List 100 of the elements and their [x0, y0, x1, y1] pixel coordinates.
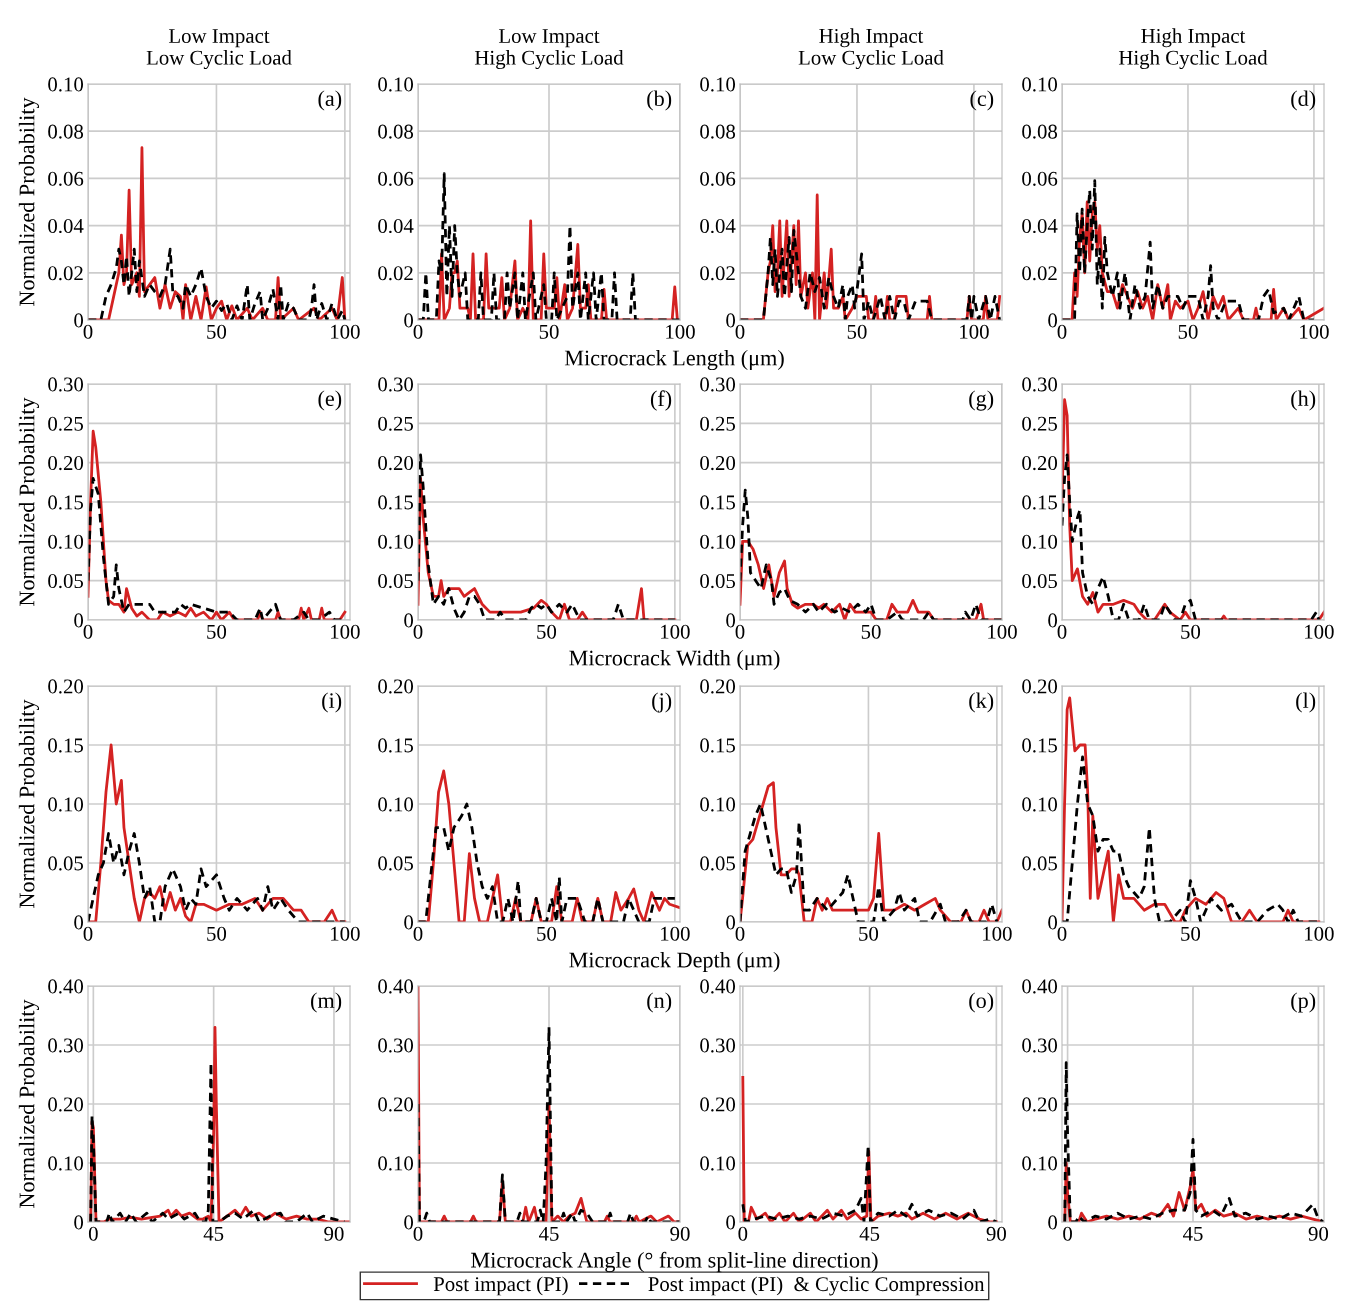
y-tick-label: 0.30 [700, 377, 736, 392]
x-tick-label: 100 [666, 324, 695, 339]
x-tick-label: 45 [538, 1226, 559, 1241]
x-tick-label: 45 [203, 1226, 224, 1241]
annotation: (h) [1291, 390, 1316, 411]
y-tick-label: 0.30 [1022, 1038, 1058, 1053]
y-tick-label: 0.20 [1022, 1097, 1058, 1112]
y-tick-label: 0.40 [700, 979, 736, 994]
y-tick-label: 0.08 [48, 124, 84, 139]
x-tick-label: 50 [207, 324, 227, 339]
y-tick-label: 0.40 [1022, 979, 1058, 994]
y-tick-label: 0.10 [700, 77, 736, 92]
y-tick-label: 0.04 [48, 218, 84, 234]
y-tick-label: 0.20 [700, 456, 736, 471]
y-tick-label: 0 [404, 613, 414, 628]
y-tick-label: 0.10 [48, 77, 84, 92]
x-tick-label: 45 [859, 1226, 880, 1241]
y-tick-label: 0.30 [378, 377, 414, 392]
annotation: (p) [1291, 992, 1316, 1013]
x-tick-label: 50 [1181, 926, 1201, 941]
x-axis-title: Microcrack Width (μm) [569, 649, 780, 671]
y-tick-label: 0.02 [1022, 266, 1057, 281]
y-tick-label: 0.08 [378, 124, 414, 139]
annotation: (e) [318, 390, 342, 411]
y-tick-label: 0.10 [1022, 797, 1058, 812]
y-tick-label: 0.10 [1022, 534, 1058, 549]
y-tick-label: 0 [726, 1215, 736, 1230]
y-tick-label: 0.06 [378, 171, 414, 186]
y-tick-label: 0.20 [48, 456, 84, 471]
y-tick-label: 0.06 [48, 171, 84, 186]
y-axis-title: Normalized Probability [18, 999, 40, 1208]
y-tick-label: 0.15 [378, 495, 414, 510]
x-tick-label: 100 [1305, 926, 1334, 941]
annotation: (f) [650, 390, 672, 411]
y-tick-label: 0.15 [1022, 495, 1058, 510]
y-tick-label: 0.30 [378, 1038, 414, 1053]
annotation: (d) [1291, 90, 1316, 111]
x-tick-label: 50 [861, 624, 881, 639]
y-tick-label: 0.25 [700, 416, 736, 431]
x-tick-label: 100 [331, 624, 360, 639]
y-tick-label: 0.10 [700, 1156, 736, 1171]
y-tick-label: 0.05 [1022, 856, 1058, 871]
y-tick-label: 0.20 [1022, 456, 1058, 471]
y-tick-label: 0.15 [700, 738, 736, 753]
y-tick-label: 0.15 [700, 495, 736, 510]
y-tick-label: 0.10 [378, 797, 414, 812]
y-tick-label: 0.04 [1022, 218, 1058, 234]
x-tick-label: 100 [661, 926, 690, 941]
y-tick-label: 0 [74, 613, 84, 628]
y-tick-label: 0.08 [700, 124, 736, 139]
chart-title: Low Impact High Cyclic Load [474, 29, 624, 70]
x-tick-label: 50 [859, 926, 879, 941]
y-tick-label: 0.30 [1022, 377, 1058, 392]
annotation: (b) [647, 90, 672, 111]
y-tick-label: 0.06 [1022, 171, 1058, 186]
y-tick-label: 0 [1048, 613, 1058, 628]
y-tick-label: 0.05 [700, 574, 736, 589]
y-axis-title: Normalized Probability [18, 97, 40, 306]
annotation: (o) [969, 992, 994, 1013]
y-tick-label: 0 [74, 313, 84, 328]
annotation: (g) [969, 390, 994, 411]
y-tick-label: 0.20 [378, 1097, 414, 1112]
y-tick-label: 0.02 [48, 266, 83, 281]
x-tick-label: 50 [539, 324, 559, 339]
y-tick-label: 0.02 [378, 266, 413, 281]
x-tick-label: 100 [1300, 324, 1329, 339]
y-tick-label: 0.20 [48, 679, 84, 694]
chart-title: Low Impact Low Cyclic Load [146, 29, 292, 70]
legend-label: Post impact (PI) & Cyclic Compression [648, 1276, 985, 1296]
x-tick-label: 100 [331, 926, 360, 941]
x-tick-label: 50 [537, 624, 557, 639]
y-tick-label: 0.20 [1022, 679, 1058, 694]
y-tick-label: 0.25 [378, 416, 414, 431]
y-axis-title: Normalized Probability [18, 397, 40, 606]
x-tick-label: 100 [1305, 624, 1334, 639]
y-tick-label: 0.10 [700, 797, 736, 812]
y-tick-label: 0.20 [700, 1097, 736, 1112]
y-tick-label: 0 [1048, 313, 1058, 328]
y-tick-label: 0.05 [48, 856, 84, 871]
y-tick-label: 0.10 [1022, 77, 1058, 92]
annotation: (k) [969, 692, 994, 713]
x-tick-label: 100 [983, 926, 1012, 941]
x-tick-label: 90 [670, 1226, 690, 1241]
x-tick-label: 45 [1182, 1226, 1203, 1241]
y-tick-label: 0.10 [378, 77, 414, 92]
x-tick-label: 100 [331, 324, 360, 339]
y-tick-label: 0.20 [378, 679, 414, 694]
y-tick-label: 0.10 [378, 1156, 414, 1171]
y-tick-label: 0.04 [700, 218, 736, 234]
x-tick-label: 100 [988, 624, 1017, 639]
y-tick-label: 0.04 [378, 218, 414, 234]
y-tick-label: 0.05 [48, 574, 84, 589]
annotation: (m) [311, 992, 342, 1013]
x-tick-label: 50 [1181, 624, 1201, 639]
y-tick-label: 0.20 [48, 1097, 84, 1112]
x-axis-title: Microcrack Angle (° from split-line direction) [471, 1251, 878, 1273]
x-axis-title: Microcrack Length (μm) [564, 349, 784, 371]
y-tick-label: 0.10 [48, 797, 84, 812]
y-tick-label: 0 [404, 313, 414, 328]
annotation: (n) [647, 992, 672, 1013]
